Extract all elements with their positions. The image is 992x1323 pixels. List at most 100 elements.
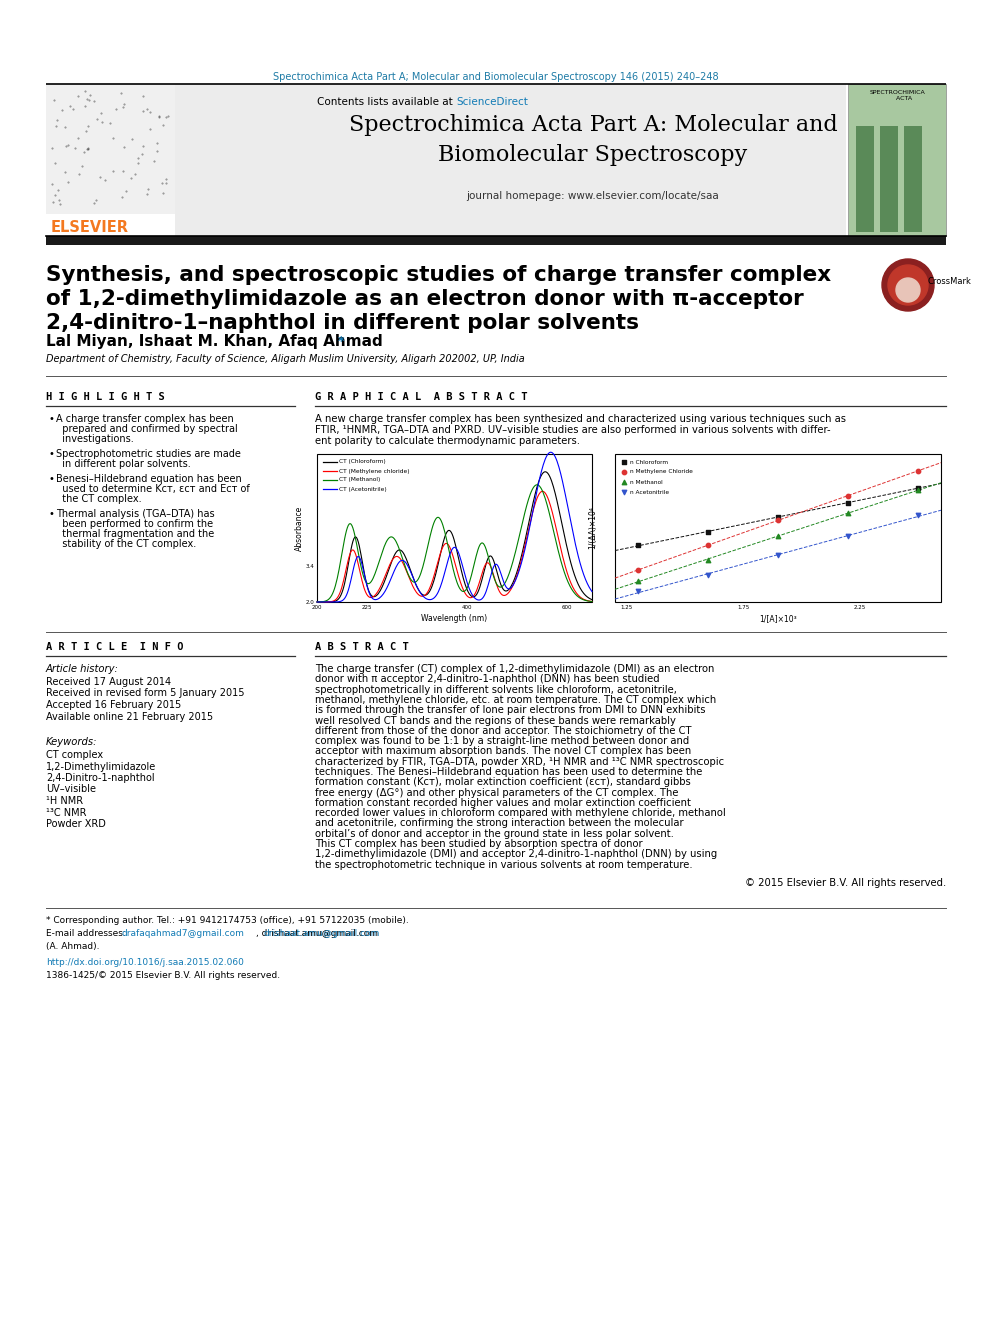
Point xyxy=(910,505,926,527)
Text: n Methanol: n Methanol xyxy=(630,479,663,484)
Text: Spectrochimica Acta Part A: Molecular and: Spectrochimica Acta Part A: Molecular an… xyxy=(348,114,837,136)
Text: CT (Methanol): CT (Methanol) xyxy=(339,478,380,483)
Text: FTIR, ¹HNMR, TGA–DTA and PXRD. UV–visible studies are also performed in various : FTIR, ¹HNMR, TGA–DTA and PXRD. UV–visibl… xyxy=(315,425,830,435)
Bar xyxy=(904,126,922,232)
Text: 2.25: 2.25 xyxy=(853,605,866,610)
Text: donor with π acceptor 2,4-dinitro-1-naphthol (DNN) has been studied: donor with π acceptor 2,4-dinitro-1-naph… xyxy=(315,675,660,684)
Text: *: * xyxy=(338,335,344,348)
Text: techniques. The Benesi–Hildebrand equation has been used to determine the: techniques. The Benesi–Hildebrand equati… xyxy=(315,767,702,777)
Text: formation constant recorded higher values and molar extinction coefficient: formation constant recorded higher value… xyxy=(315,798,690,808)
Text: ¹³C NMR: ¹³C NMR xyxy=(46,807,86,818)
Text: Received in revised form 5 January 2015: Received in revised form 5 January 2015 xyxy=(46,688,244,699)
Point xyxy=(910,478,926,499)
Bar xyxy=(317,454,592,602)
Point xyxy=(700,534,716,556)
Text: http://dx.doi.org/10.1016/j.saa.2015.02.060: http://dx.doi.org/10.1016/j.saa.2015.02.… xyxy=(46,958,244,967)
Text: orbital’s of donor and acceptor in the ground state in less polar solvent.: orbital’s of donor and acceptor in the g… xyxy=(315,828,674,839)
Text: A new charge transfer complex has been synthesized and characterized using vario: A new charge transfer complex has been s… xyxy=(315,414,846,423)
Circle shape xyxy=(896,278,920,302)
Text: of 1,2-dimethylimidazole as an electron donor with π-acceptor: of 1,2-dimethylimidazole as an electron … xyxy=(46,288,804,310)
Point xyxy=(840,525,856,546)
Point xyxy=(700,549,716,570)
Text: ELSEVIER: ELSEVIER xyxy=(51,220,129,235)
Text: formation constant (Kᴄᴛ), molar extinction coefficient (εᴄᴛ), standard gibbs: formation constant (Kᴄᴛ), molar extincti… xyxy=(315,778,690,787)
Point xyxy=(700,521,716,542)
Text: different from those of the donor and acceptor. The stoichiometry of the CT: different from those of the donor and ac… xyxy=(315,726,691,736)
Point xyxy=(910,479,926,500)
Text: 200: 200 xyxy=(311,605,322,610)
Text: Accepted 16 February 2015: Accepted 16 February 2015 xyxy=(46,700,182,710)
Text: 1/(ΔA)×10⁴: 1/(ΔA)×10⁴ xyxy=(588,507,597,549)
Point xyxy=(840,492,856,513)
Text: CT (Methylene chloride): CT (Methylene chloride) xyxy=(339,468,410,474)
Text: CT (Chloroform): CT (Chloroform) xyxy=(339,459,386,464)
Point xyxy=(770,509,786,531)
Text: 600: 600 xyxy=(561,605,572,610)
Text: journal homepage: www.elsevier.com/locate/saa: journal homepage: www.elsevier.com/locat… xyxy=(466,191,719,201)
Text: H I G H L I G H T S: H I G H L I G H T S xyxy=(46,392,165,402)
Text: This CT complex has been studied by absorption spectra of donor: This CT complex has been studied by abso… xyxy=(315,839,643,849)
Text: •: • xyxy=(48,448,54,459)
Text: Synthesis, and spectroscopic studies of charge transfer complex: Synthesis, and spectroscopic studies of … xyxy=(46,265,831,284)
Text: Wavelength (nm): Wavelength (nm) xyxy=(422,614,487,623)
Text: is formed through the transfer of lone pair electrons from DMI to DNN exhibits: is formed through the transfer of lone p… xyxy=(315,705,705,716)
Text: Received 17 August 2014: Received 17 August 2014 xyxy=(46,677,172,687)
Point xyxy=(630,570,646,591)
Point xyxy=(840,486,856,507)
Text: (A. Ahmad).: (A. Ahmad). xyxy=(46,942,99,951)
Text: n Methylene Chloride: n Methylene Chloride xyxy=(630,470,692,475)
Text: A charge transfer complex has been: A charge transfer complex has been xyxy=(56,414,234,423)
Point xyxy=(910,460,926,482)
Text: SPECTROCHIMICA
       ACTA: SPECTROCHIMICA ACTA xyxy=(869,90,925,101)
Text: characterized by FTIR, TGA–DTA, powder XRD, ¹H NMR and ¹³C NMR spectroscopic: characterized by FTIR, TGA–DTA, powder X… xyxy=(315,757,724,767)
Bar xyxy=(46,235,946,245)
Text: investigations.: investigations. xyxy=(56,434,134,445)
Text: 2,4-Dinitro-1-naphthol: 2,4-Dinitro-1-naphthol xyxy=(46,773,155,783)
Text: 3.4: 3.4 xyxy=(306,565,314,569)
Text: stability of the CT complex.: stability of the CT complex. xyxy=(56,538,196,549)
Text: drishaat.amu@gmail.com: drishaat.amu@gmail.com xyxy=(264,929,380,938)
Bar xyxy=(856,126,874,232)
Text: ent polarity to calculate thermodynamic parameters.: ent polarity to calculate thermodynamic … xyxy=(315,437,580,446)
Text: Powder XRD: Powder XRD xyxy=(46,819,106,830)
Text: 400: 400 xyxy=(461,605,472,610)
Text: The charge transfer (CT) complex of 1,2-dimethylimidazole (DMI) as an electron: The charge transfer (CT) complex of 1,2-… xyxy=(315,664,714,673)
Point xyxy=(700,564,716,585)
Text: and acetonitrile, confirming the strong interaction between the molecular: and acetonitrile, confirming the strong … xyxy=(315,819,683,828)
Text: 1/[A]×10³: 1/[A]×10³ xyxy=(759,614,797,623)
Point xyxy=(616,471,632,492)
Text: Thermal analysis (TGA–DTA) has: Thermal analysis (TGA–DTA) has xyxy=(56,509,214,519)
Text: CT complex: CT complex xyxy=(46,750,103,759)
Text: n Chloroform: n Chloroform xyxy=(630,459,669,464)
Text: 2,4-dinitro-1–naphthol in different polar solvents: 2,4-dinitro-1–naphthol in different pola… xyxy=(46,314,639,333)
Text: 225: 225 xyxy=(362,605,372,610)
Text: 1,2-Dimethylimidazole: 1,2-Dimethylimidazole xyxy=(46,762,157,771)
Point xyxy=(616,462,632,483)
Text: drafaqahmad7@gmail.com: drafaqahmad7@gmail.com xyxy=(121,929,244,938)
Text: ScienceDirect: ScienceDirect xyxy=(456,97,528,107)
Text: A B S T R A C T: A B S T R A C T xyxy=(315,642,409,652)
Text: well resolved CT bands and the regions of these bands were remarkably: well resolved CT bands and the regions o… xyxy=(315,716,676,725)
Text: acceptor with maximum absorption bands. The novel CT complex has been: acceptor with maximum absorption bands. … xyxy=(315,746,691,757)
Text: •: • xyxy=(48,414,54,423)
Circle shape xyxy=(882,259,934,311)
Text: 1.25: 1.25 xyxy=(621,605,633,610)
Text: 1.75: 1.75 xyxy=(737,605,749,610)
Text: Department of Chemistry, Faculty of Science, Aligarh Muslim University, Aligarh : Department of Chemistry, Faculty of Scie… xyxy=(46,355,525,364)
Bar xyxy=(175,83,846,235)
Point xyxy=(770,545,786,566)
Text: Benesi–Hildebrand equation has been: Benesi–Hildebrand equation has been xyxy=(56,474,242,484)
Bar xyxy=(848,83,946,235)
Text: spectrophotometrically in different solvents like chloroform, acetonitrile,: spectrophotometrically in different solv… xyxy=(315,684,677,695)
Point xyxy=(616,482,632,503)
Text: A R T I C L E  I N F O: A R T I C L E I N F O xyxy=(46,642,184,652)
Point xyxy=(630,560,646,581)
Text: Available online 21 February 2015: Available online 21 February 2015 xyxy=(46,712,213,721)
Text: been performed to confirm the: been performed to confirm the xyxy=(56,519,213,529)
Text: UV–visible: UV–visible xyxy=(46,785,96,795)
Point xyxy=(770,507,786,528)
Circle shape xyxy=(888,265,928,306)
Text: Article history:: Article history: xyxy=(46,664,119,673)
Text: prepared and confirmed by spectral: prepared and confirmed by spectral xyxy=(56,423,238,434)
Text: •: • xyxy=(48,509,54,519)
